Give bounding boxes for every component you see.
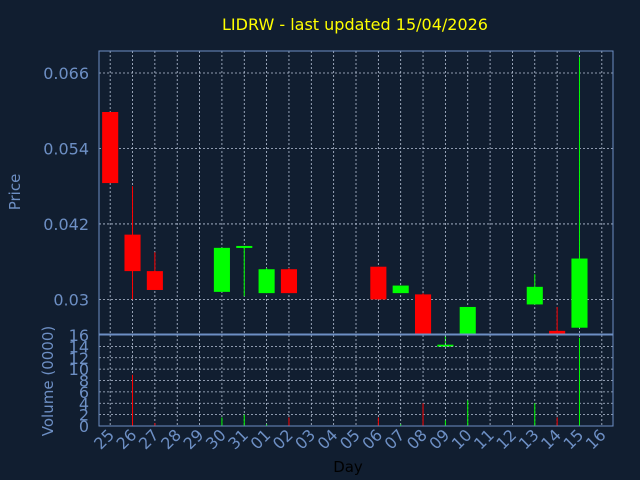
price-tick-label: 0.03 (53, 290, 89, 309)
x-axis-ticks: 2526272829303101020304050607080910111213… (90, 425, 609, 453)
candle-body (258, 269, 275, 294)
volume-tick-label: 10 (69, 360, 89, 379)
price-candles (102, 57, 588, 347)
volume-grid (99, 334, 613, 427)
candle-body (370, 266, 387, 300)
volume-tick-label: 12 (69, 349, 89, 368)
candle-body (571, 258, 588, 328)
volume-tick-label: 14 (69, 337, 89, 356)
candle-body (236, 245, 253, 248)
candle-body (124, 234, 141, 272)
volume-tick-label: 2 (79, 406, 89, 425)
candle-body (146, 271, 163, 290)
x-axis-label: Day (333, 458, 363, 476)
candle-body (102, 112, 119, 184)
candle-body (392, 285, 409, 294)
volume-tick-label: 16 (69, 326, 89, 345)
candle-body (459, 306, 476, 334)
price-tick-label: 0.054 (43, 139, 89, 158)
price-tick-label: 0.066 (43, 64, 89, 83)
price-axis-ticks: 0.03 0.042 0.054 0.066 (43, 64, 89, 309)
volume-tick-label: 8 (79, 372, 89, 391)
candle-body (526, 286, 543, 305)
candle-body (280, 269, 298, 294)
chart-title: LIDRW - last updated 15/04/2026 (222, 15, 488, 34)
candle-body (549, 330, 566, 334)
candle-body (414, 294, 432, 334)
volume-tick-label: 6 (79, 383, 89, 402)
volume-panel-frame (98, 334, 614, 427)
candle-body (437, 344, 454, 347)
volume-bars (132, 337, 580, 426)
candle-body (213, 247, 230, 292)
price-axis-label: Price (6, 174, 24, 211)
price-tick-label: 0.042 (43, 215, 89, 234)
price-panel-frame (98, 50, 614, 335)
x-tick-label: 16 (582, 425, 610, 453)
volume-axis-label: Volume (0000) (39, 326, 57, 436)
volume-tick-label: 0 (79, 417, 89, 436)
volume-tick-label: 4 (79, 394, 89, 413)
price-grid (99, 51, 613, 334)
